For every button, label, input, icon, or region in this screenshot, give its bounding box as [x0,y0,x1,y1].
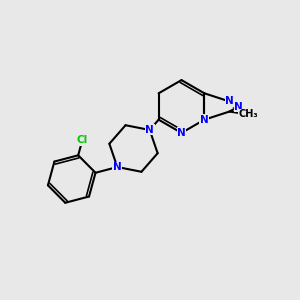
Text: Cl: Cl [77,135,88,145]
Text: N: N [200,115,209,125]
Text: N: N [177,128,186,138]
Text: CH₃: CH₃ [238,109,258,119]
Text: N: N [225,97,234,106]
Text: N: N [113,162,122,172]
Text: N: N [234,101,243,112]
Text: N: N [145,125,154,135]
